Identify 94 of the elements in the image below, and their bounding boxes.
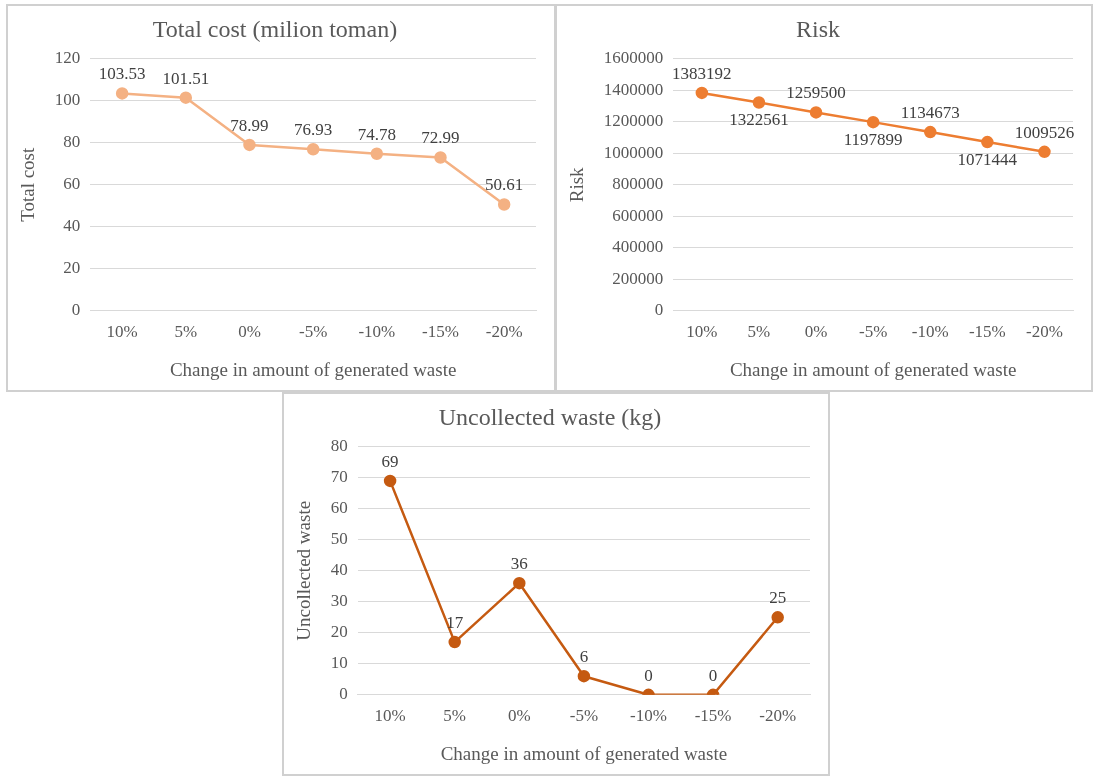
chart-title: Total cost (milion toman): [152, 15, 398, 42]
y-tick-label: 400000: [612, 237, 664, 257]
x-tick-label: -15%: [422, 322, 459, 342]
point: [370, 147, 384, 161]
x-tick-label: 0%: [507, 706, 531, 726]
x-tick-label: 10%: [686, 322, 718, 342]
point: [115, 87, 129, 100]
y-tick-label: 1200000: [603, 111, 664, 131]
point: [434, 151, 447, 164]
y-tick-label: 80: [63, 132, 81, 152]
x-tick-label: 0%: [804, 322, 828, 342]
x-tick-label: -20%: [759, 706, 797, 726]
x-axis-title: Change in amount of generated waste: [440, 742, 728, 764]
y-axis-title: Total cost: [17, 147, 39, 222]
chart-title: Uncollected waste (kg): [438, 403, 662, 430]
y-tick-label: 40: [330, 560, 348, 580]
data-label: 1259500: [786, 83, 846, 103]
y-tick-label: 0: [71, 300, 81, 320]
x-tick-label: 5%: [174, 322, 198, 342]
y-tick-label: 200000: [612, 268, 664, 288]
point: [513, 576, 526, 590]
x-tick-label: -20%: [1026, 322, 1063, 342]
point: [243, 138, 256, 152]
data-label: 0: [708, 665, 718, 685]
y-tick-label: 800000: [612, 174, 664, 194]
point: [981, 135, 994, 149]
y-tick-label: 80: [330, 436, 348, 456]
y-tick-label: 60: [330, 498, 348, 518]
point: [866, 115, 880, 129]
chart-title: Risk: [795, 15, 841, 42]
x-axis-title: Change in amount of generated waste: [729, 358, 1017, 380]
y-tick-label: 60: [63, 174, 81, 194]
point: [809, 106, 823, 119]
x-tick-label: -5%: [858, 322, 888, 342]
y-tick-label: 600000: [612, 205, 664, 225]
data-label: 36: [510, 554, 528, 574]
y-tick-label: 10: [330, 653, 348, 673]
y-tick-label: 20: [330, 622, 348, 642]
data-label: 25: [769, 588, 787, 608]
x-tick-label: 10%: [374, 706, 406, 726]
point: [448, 635, 461, 649]
y-tick-label: 100: [54, 90, 81, 110]
data-label: 1009526: [1014, 122, 1075, 142]
data-label: 101.51: [162, 68, 210, 88]
data-label: 72.99: [421, 128, 460, 148]
y-tick-label: 1600000: [603, 48, 664, 68]
y-tick-label: 0: [339, 684, 348, 704]
x-tick-label: -10%: [358, 322, 396, 342]
data-label: 103.53: [98, 64, 146, 84]
data-label: 69: [381, 451, 399, 471]
data-label: 17: [446, 613, 464, 633]
point: [497, 198, 511, 211]
data-label: 1383192: [672, 63, 732, 83]
point: [771, 611, 784, 624]
y-tick-label: 20: [63, 258, 81, 278]
data-label: 50.61: [485, 175, 524, 195]
y-tick-label: 120: [54, 48, 81, 68]
x-axis-title: Change in amount of generated waste: [169, 358, 457, 380]
x-tick-label: -5%: [298, 322, 328, 342]
data-label: 78.99: [230, 115, 269, 135]
point: [695, 86, 709, 100]
data-label: 1197899: [843, 130, 903, 150]
x-tick-label: -20%: [485, 322, 523, 342]
point: [924, 125, 937, 139]
y-tick-label: 1400000: [603, 79, 664, 99]
x-tick-label: -10%: [911, 322, 949, 342]
point: [306, 143, 320, 156]
point: [752, 96, 766, 109]
y-tick-label: 0: [654, 300, 664, 320]
x-tick-label: -15%: [694, 706, 732, 726]
x-tick-label: 5%: [747, 322, 771, 342]
x-tick-label: 10%: [106, 322, 138, 342]
data-label: 76.93: [294, 120, 333, 140]
point: [179, 91, 193, 104]
data-label: 1071444: [957, 150, 1018, 170]
y-axis-title: Risk: [566, 166, 588, 203]
x-tick-label: 0%: [238, 322, 261, 342]
y-tick-label: 40: [63, 216, 81, 236]
data-label: 6: [579, 647, 589, 667]
data-label: 74.78: [357, 124, 396, 144]
point: [1038, 145, 1051, 159]
y-tick-label: 30: [330, 591, 348, 611]
point: [383, 474, 397, 488]
x-tick-label: -5%: [569, 706, 599, 726]
y-axis-title: Uncollected waste: [293, 500, 315, 641]
y-tick-label: 50: [330, 529, 348, 549]
point: [577, 669, 591, 683]
x-tick-label: 5%: [443, 706, 467, 726]
data-label: 1322561: [729, 110, 789, 130]
x-tick-label: -10%: [630, 706, 667, 726]
y-tick-label: 1000000: [603, 142, 664, 162]
y-tick-label: 70: [330, 467, 348, 487]
x-tick-label: -15%: [968, 322, 1006, 342]
data-label: 1134673: [900, 103, 960, 123]
